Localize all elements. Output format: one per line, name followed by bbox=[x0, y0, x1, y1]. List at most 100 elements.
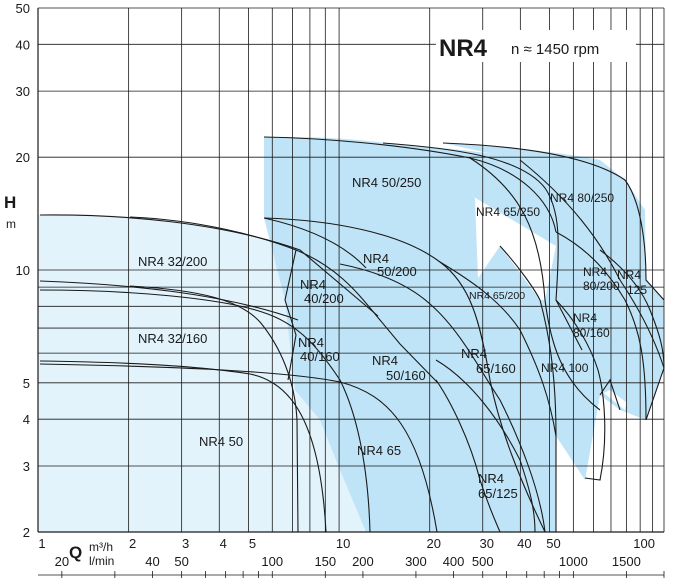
y-axis-unit: m bbox=[6, 217, 16, 231]
pump-regions bbox=[38, 137, 664, 532]
y-tick-label: 40 bbox=[16, 37, 30, 52]
curve-split-2 bbox=[499, 245, 541, 301]
x-tick-label-lmin: 100 bbox=[261, 554, 283, 569]
x-tick-label-lmin: 400 bbox=[443, 554, 465, 569]
curve-40-200 bbox=[129, 216, 438, 383]
x-tick-label-m3h: 40 bbox=[517, 536, 531, 551]
y-tick-labels: 2 3 4 5 10 20 30 40 50 bbox=[16, 1, 30, 540]
x-tick-label-lmin: 150 bbox=[314, 554, 336, 569]
x-tick-label-m3h: 1 bbox=[38, 536, 45, 551]
curve-nr4-125 bbox=[599, 249, 665, 421]
x-tick-label-lmin: 40 bbox=[145, 554, 159, 569]
y-axis-label: H bbox=[4, 193, 16, 212]
axis-frame bbox=[37, 8, 664, 533]
x-tick-label-lmin: 300 bbox=[405, 554, 427, 569]
x-tick-label-lmin: 200 bbox=[352, 554, 374, 569]
curve-40-200-sub bbox=[284, 249, 297, 381]
chart-subtitle: n ≈ 1450 rpm bbox=[511, 41, 599, 58]
curve-65-125-sub bbox=[435, 379, 501, 533]
x-tick-label-lmin: 1500 bbox=[612, 554, 641, 569]
x-axis-unit-primary: m³/h bbox=[89, 540, 113, 554]
label-40-160-line1: NR4 bbox=[298, 335, 324, 350]
x-tick-labels-m3h: 1 2 3 4 5 10 20 30 40 50 100 bbox=[38, 536, 655, 551]
curve-nr4-50 bbox=[39, 360, 327, 533]
x-tick-label-m3h: 4 bbox=[220, 536, 227, 551]
x-secondary-ticks bbox=[38, 571, 665, 578]
x-tick-label-m3h: 50 bbox=[546, 536, 560, 551]
curve-40-160-sub bbox=[263, 217, 367, 269]
curve-80-250 bbox=[442, 142, 665, 301]
y-tick-label: 10 bbox=[16, 263, 30, 278]
curve-split-3 bbox=[599, 378, 621, 411]
curve-80-160 bbox=[555, 231, 647, 421]
label-32-200: NR4 32/200 bbox=[138, 254, 207, 269]
curve-80-200 bbox=[519, 159, 665, 369]
region-80-250-envelope bbox=[443, 143, 664, 478]
label-nr4-65: NR4 65 bbox=[357, 443, 401, 458]
y-tick-label: 30 bbox=[16, 84, 30, 99]
label-40-200-line2: 40/200 bbox=[304, 291, 344, 306]
label-65-125-line2: 65/125 bbox=[478, 486, 518, 501]
curve-65-125 bbox=[435, 359, 536, 533]
x-tick-label-m3h: 30 bbox=[479, 536, 493, 551]
y-tick-label: 3 bbox=[23, 459, 30, 474]
label-nr4-50: NR4 50 bbox=[199, 434, 243, 449]
y-tick-label: 20 bbox=[16, 150, 30, 165]
label-65-125-line1: NR4 bbox=[478, 471, 504, 486]
pump-labels: NR4 32/200 NR4 32/160 NR4 50 NR4 65 NR4 … bbox=[138, 175, 647, 501]
label-125-line2: 125 bbox=[627, 283, 647, 297]
label-40-160-line2: 40/160 bbox=[300, 349, 340, 364]
label-65-250: NR4 65/250 bbox=[476, 205, 540, 219]
x-tick-label-m3h: 3 bbox=[182, 536, 189, 551]
x-axis-unit-secondary: l/min bbox=[89, 554, 114, 568]
label-50-160-line1: NR4 bbox=[372, 353, 398, 368]
label-80-160-line2: 80/160 bbox=[573, 326, 610, 340]
label-50-160-line2: 50/160 bbox=[386, 368, 426, 383]
x-tick-label-m3h: 10 bbox=[336, 536, 350, 551]
x-tick-label-m3h: 20 bbox=[426, 536, 440, 551]
label-50-200-line2: 50/200 bbox=[377, 264, 417, 279]
curve-40-160 bbox=[39, 289, 371, 533]
x-tick-label-m3h: 5 bbox=[249, 536, 256, 551]
label-80-200-line1: NR4 bbox=[583, 265, 607, 279]
x-tick-label-m3h: 100 bbox=[633, 536, 655, 551]
curve-65-250 bbox=[382, 142, 583, 351]
x-tick-labels-lmin: 20 40 50 100 150 200 300 400 500 1000 1500 bbox=[55, 554, 641, 569]
label-65-200: NR4 65/200 bbox=[469, 290, 525, 302]
x-tick-label-lmin: 500 bbox=[472, 554, 494, 569]
curve-32-200 bbox=[39, 214, 379, 317]
label-50-250: NR4 50/250 bbox=[352, 175, 421, 190]
chart-title: NR4 bbox=[439, 35, 488, 62]
curve-50-250 bbox=[263, 136, 557, 233]
x-tick-label-lmin: 20 bbox=[55, 554, 69, 569]
curve-nr4-65 bbox=[39, 363, 438, 533]
curve-32-160 bbox=[39, 280, 299, 321]
x-tick-label-m3h: 2 bbox=[129, 536, 136, 551]
label-80-200-line2: 80/200 bbox=[583, 279, 620, 293]
x-tick-label-lmin: 1000 bbox=[559, 554, 588, 569]
curve-split-1 bbox=[539, 299, 557, 437]
y-tick-label: 5 bbox=[23, 376, 30, 391]
curve-50-200 bbox=[263, 217, 546, 533]
label-65-160-line2: 65/160 bbox=[476, 361, 516, 376]
curve-nr4-100 bbox=[555, 299, 606, 481]
y-tick-label: 4 bbox=[23, 412, 30, 427]
curve-32-160-sub bbox=[129, 285, 299, 533]
y-tick-label: 50 bbox=[16, 1, 30, 16]
label-32-160: NR4 32/160 bbox=[138, 331, 207, 346]
label-50-200-line1: NR4 bbox=[363, 251, 389, 266]
x-axis-label: Q bbox=[69, 543, 82, 562]
curve-65-200 bbox=[469, 157, 601, 411]
label-40-200-line1: NR4 bbox=[300, 277, 326, 292]
x-tick-label-lmin: 50 bbox=[174, 554, 188, 569]
title-backdrop bbox=[436, 30, 636, 62]
curve-65-160 bbox=[439, 261, 557, 532]
curve-50-160 bbox=[339, 263, 546, 533]
label-80-160-line1: NR4 bbox=[573, 311, 597, 325]
y-tick-label: 2 bbox=[23, 525, 30, 540]
label-80-250: NR4 80/250 bbox=[550, 191, 614, 205]
label-125-line1: NR4 bbox=[617, 268, 641, 282]
label-65-160-line1: NR4 bbox=[461, 346, 487, 361]
label-nr4-100: NR4 100 bbox=[541, 361, 589, 375]
